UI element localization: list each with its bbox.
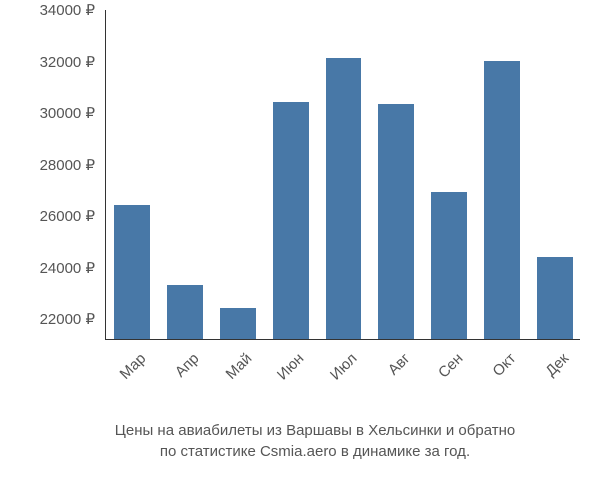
x-tick-label: Мар — [117, 350, 150, 383]
x-tick-label: Окт — [489, 350, 519, 380]
x-tick-label: Май — [222, 350, 255, 383]
chart-caption: Цены на авиабилеты из Варшавы в Хельсинк… — [40, 420, 590, 462]
x-tick-label: Апр — [171, 350, 202, 381]
bar — [431, 192, 467, 339]
x-tick-label: Июн — [274, 350, 307, 383]
x-tick-label: Сен — [435, 350, 466, 381]
bar — [220, 308, 256, 339]
bar — [484, 61, 520, 339]
bar — [378, 104, 414, 339]
x-tick-label: Июл — [327, 350, 361, 384]
caption-line-2: по статистике Csmia.aero в динамике за г… — [160, 443, 470, 460]
caption-line-1: Цены на авиабилеты из Варшавы в Хельсинк… — [115, 422, 515, 439]
y-axis: 22000 ₽ 24000 ₽ 26000 ₽ 28000 ₽ 30000 ₽ 32000… — [20, 10, 105, 340]
x-tick-label: Дек — [542, 350, 572, 380]
x-axis-labels: Мар Апр Май Июн Июл Авг Сен Окт Дек — [105, 345, 580, 395]
y-tick-label: 28000 ₽ — [40, 156, 95, 174]
y-tick-label: 32000 ₽ — [40, 53, 95, 71]
bar — [167, 285, 203, 339]
bar — [114, 205, 150, 339]
y-tick-label: 22000 ₽ — [40, 310, 95, 328]
bar — [537, 257, 573, 340]
y-tick-label: 30000 ₽ — [40, 104, 95, 122]
y-tick-label: 34000 ₽ — [40, 1, 95, 19]
price-bar-chart: 22000 ₽ 24000 ₽ 26000 ₽ 28000 ₽ 30000 ₽ 32000… — [20, 10, 580, 390]
x-tick-label: Авг — [385, 350, 414, 379]
bar — [273, 102, 309, 339]
plot-area — [105, 10, 580, 340]
y-tick-label: 24000 ₽ — [40, 259, 95, 277]
bar — [326, 58, 362, 339]
y-tick-label: 26000 ₽ — [40, 207, 95, 225]
